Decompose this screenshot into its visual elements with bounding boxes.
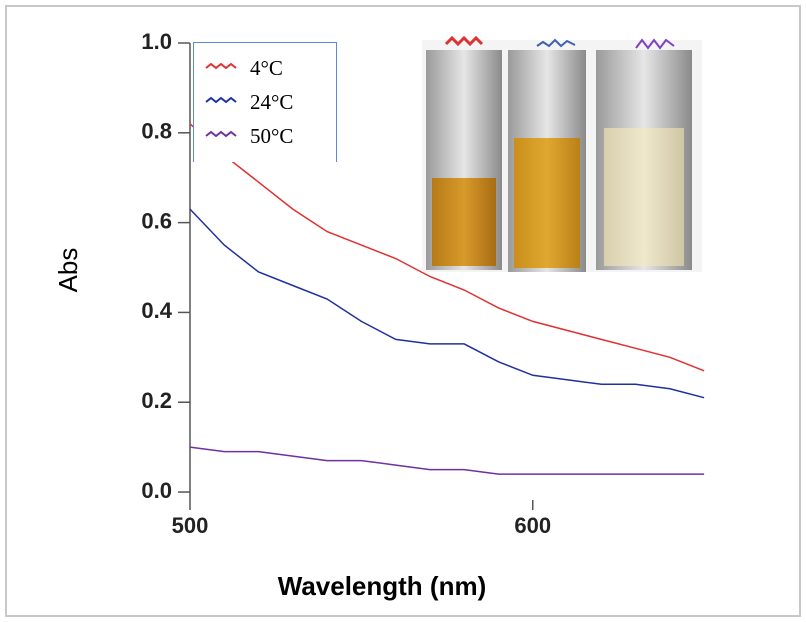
y-tick-label: 0.2	[141, 388, 172, 413]
legend-swatch	[205, 62, 237, 70]
legend-swatch	[205, 96, 237, 104]
legend-label: 24°C	[250, 90, 293, 114]
y-tick-label: 0.4	[141, 298, 172, 323]
legend: 4°C 24°C 50°C	[193, 42, 337, 162]
legend-label: 4°C	[250, 56, 283, 80]
x-tick-label: 500	[172, 513, 209, 538]
series-line	[189, 208, 705, 399]
y-tick-label: 1.0	[141, 29, 172, 54]
x-axis-title: Wavelength (nm)	[278, 571, 486, 601]
x-tick-label: 600	[514, 513, 551, 538]
legend-swatch	[205, 130, 237, 138]
y-tick-label: 0.8	[141, 119, 172, 144]
y-axis-title: Abs	[53, 248, 83, 293]
series-line	[189, 446, 705, 475]
series-line	[189, 123, 705, 372]
y-tick-label: 0.6	[141, 208, 172, 233]
plot-area: 0.0 0.2 0.4 0.6 0.8 1.0 500 600	[141, 29, 705, 538]
y-tick-label: 0.0	[141, 478, 172, 503]
inset-photo	[422, 35, 702, 272]
legend-label: 50°C	[250, 124, 293, 148]
